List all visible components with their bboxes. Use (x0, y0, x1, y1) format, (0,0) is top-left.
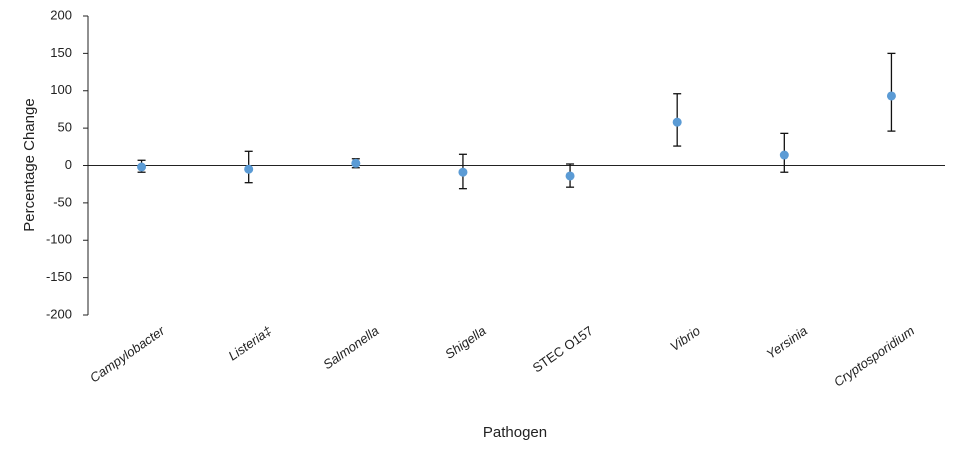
y-tick-label: -100 (46, 232, 72, 247)
y-tick-label: 100 (50, 82, 72, 97)
point (565, 171, 575, 181)
y-tick-label: 150 (50, 45, 72, 60)
point (458, 167, 468, 177)
y-tick-label: -200 (46, 306, 72, 321)
x-tick-label: Shigella (442, 323, 489, 362)
point (672, 117, 682, 127)
point (351, 158, 361, 168)
y-tick-label: 50 (58, 120, 72, 135)
y-tick-label: -50 (53, 194, 72, 209)
y-axis-label: Percentage Change (21, 98, 38, 231)
x-axis-label: Pathogen (483, 424, 547, 441)
point (244, 164, 254, 174)
x-tick-label: Cryptosporidium (831, 323, 917, 390)
y-tick-label: 0 (65, 157, 72, 172)
x-tick-label: STEC O157 (530, 323, 596, 375)
x-tick-label: Campylobacter (87, 323, 168, 386)
point (137, 162, 147, 172)
x-tick-label: Yersinia (764, 323, 810, 362)
y-tick-label: 200 (50, 7, 72, 22)
x-tick-label: Listeria‡ (226, 323, 275, 364)
point (886, 91, 896, 101)
x-tick-label: Salmonella (320, 323, 381, 372)
y-tick-label: -150 (46, 269, 72, 284)
x-tick-label: Vibrio (667, 323, 703, 354)
point (779, 150, 789, 160)
